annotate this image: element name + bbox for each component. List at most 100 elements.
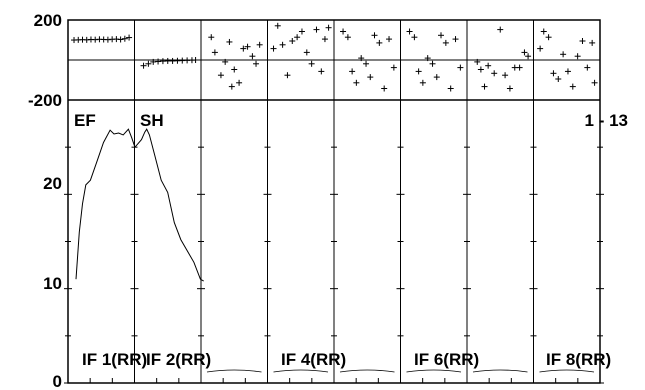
strip-point bbox=[256, 41, 263, 48]
strip-point bbox=[231, 66, 238, 73]
baseline-trace bbox=[539, 369, 595, 373]
strip-point bbox=[555, 76, 562, 82]
column-label-if4: IF 4(RR) bbox=[281, 350, 346, 369]
strip-point bbox=[363, 60, 370, 67]
strip-point bbox=[349, 68, 356, 75]
strip-point bbox=[121, 35, 128, 42]
strip-point bbox=[506, 85, 513, 92]
column-label-if1: IF 1(RR) bbox=[82, 350, 147, 369]
panel-id-ef: EF bbox=[74, 111, 96, 130]
tick-marks bbox=[64, 146, 604, 384]
strip-point bbox=[289, 38, 296, 44]
strip-point bbox=[429, 60, 436, 67]
strip-point bbox=[564, 68, 571, 75]
strip-point bbox=[294, 34, 301, 41]
y-tick-label-0: 0 bbox=[53, 372, 62, 390]
strip-point bbox=[117, 36, 124, 43]
strip-point bbox=[457, 64, 464, 71]
top-scatter-strip bbox=[71, 22, 598, 92]
column-label-if2: IF 2(RR) bbox=[146, 350, 211, 369]
strip-point bbox=[452, 36, 459, 43]
strip-point bbox=[491, 70, 498, 77]
strip-point bbox=[584, 64, 591, 71]
strip-point bbox=[411, 34, 418, 41]
column-label-if8: IF 8(RR) bbox=[546, 350, 611, 369]
strip-point bbox=[217, 72, 224, 79]
panel-id-sh: SH bbox=[140, 111, 164, 130]
strip-point bbox=[358, 55, 365, 62]
strip-point bbox=[270, 45, 277, 52]
strip-point bbox=[284, 72, 291, 79]
baseline-trace bbox=[339, 369, 395, 373]
strip-point bbox=[353, 79, 360, 86]
column-label-if6: IF 6(RR) bbox=[414, 350, 479, 369]
strip-point bbox=[560, 51, 567, 58]
strip-point bbox=[145, 60, 152, 67]
strip-point bbox=[569, 83, 576, 90]
strip-point bbox=[406, 28, 413, 35]
strip-point bbox=[433, 74, 440, 81]
strip-point bbox=[308, 60, 315, 67]
strip-point bbox=[279, 41, 286, 48]
strip-point bbox=[303, 49, 310, 56]
strip-point bbox=[390, 64, 397, 71]
strip-point bbox=[313, 26, 320, 33]
strip-point bbox=[386, 36, 393, 43]
strip-point bbox=[274, 22, 281, 29]
strip-point bbox=[481, 83, 488, 90]
strip-point bbox=[236, 79, 243, 86]
strip-point bbox=[419, 79, 426, 86]
strip-point bbox=[474, 58, 481, 65]
strip-point bbox=[222, 58, 229, 65]
strip-point bbox=[545, 34, 552, 41]
strip-point bbox=[497, 26, 504, 33]
strip-point bbox=[442, 39, 449, 46]
strip-point bbox=[447, 85, 454, 92]
y-tick-label-10: 10 bbox=[43, 274, 62, 293]
strip-point bbox=[589, 39, 596, 46]
series-line bbox=[75, 128, 204, 282]
range-label: 1 - 13 bbox=[585, 111, 628, 130]
strip-point bbox=[340, 28, 347, 35]
strip-point bbox=[253, 60, 260, 67]
strip-point bbox=[540, 28, 547, 35]
strip-point bbox=[424, 55, 431, 62]
strip-point bbox=[344, 34, 351, 41]
strip-point bbox=[249, 53, 256, 60]
strip-point bbox=[574, 53, 581, 60]
strip-point bbox=[318, 68, 325, 75]
strip-point bbox=[525, 53, 532, 60]
strip-point bbox=[325, 24, 332, 31]
strip-point bbox=[140, 62, 147, 69]
main-line-area bbox=[75, 128, 595, 373]
baseline-trace bbox=[206, 369, 262, 373]
strip-point bbox=[477, 66, 484, 73]
strip-point bbox=[367, 74, 374, 81]
strip-point bbox=[126, 34, 133, 41]
strip-point bbox=[192, 57, 199, 63]
strip-point bbox=[211, 49, 218, 56]
strip-point bbox=[516, 64, 523, 71]
baseline-trace bbox=[472, 369, 528, 373]
strip-point bbox=[321, 36, 328, 43]
strip-point bbox=[415, 68, 422, 75]
chart-frame bbox=[67, 19, 601, 384]
strip-point bbox=[521, 49, 528, 56]
y-tick-label-top-200: 200 bbox=[34, 11, 62, 30]
strip-point bbox=[381, 85, 388, 92]
baseline-trace bbox=[273, 369, 329, 373]
strip-point bbox=[240, 45, 247, 52]
strip-point bbox=[537, 45, 544, 52]
strip-point bbox=[371, 32, 378, 39]
strip-point bbox=[550, 70, 557, 77]
baseline-trace bbox=[406, 369, 462, 373]
strip-point bbox=[438, 32, 445, 39]
strip-point bbox=[208, 34, 215, 41]
strip-point bbox=[579, 38, 586, 44]
strip-point bbox=[226, 38, 233, 45]
strip-point bbox=[298, 28, 305, 35]
strip-point bbox=[376, 39, 383, 46]
strip-point bbox=[228, 83, 235, 90]
strip-point bbox=[244, 43, 251, 50]
